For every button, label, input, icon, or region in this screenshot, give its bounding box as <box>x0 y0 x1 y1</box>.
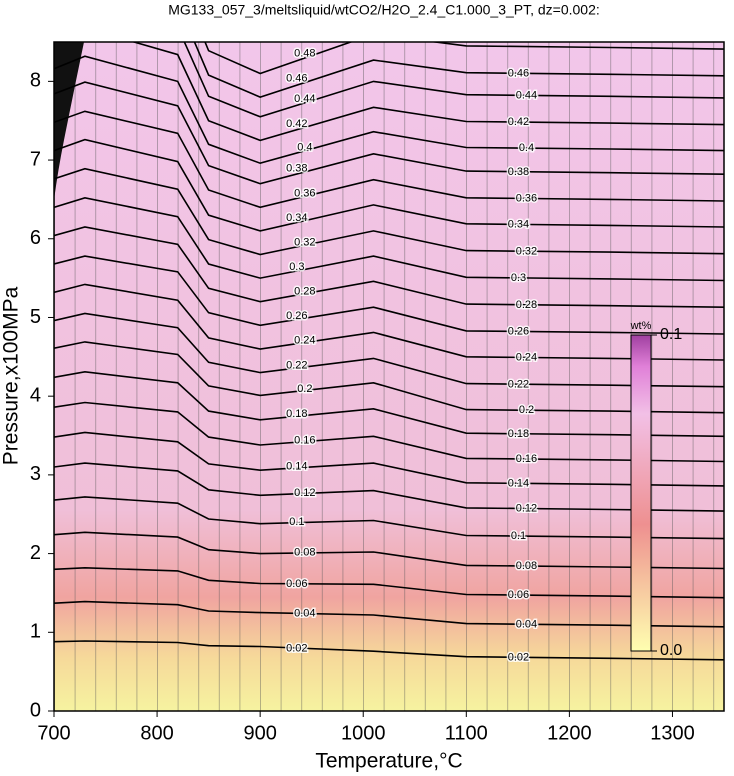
contour-label: 0.08 <box>294 547 315 559</box>
contour-line <box>54 401 724 463</box>
contour-line <box>54 600 724 628</box>
contour-label: 0.4 <box>519 142 534 154</box>
colorbar <box>630 334 652 652</box>
y-tick-label: 8 <box>30 70 41 92</box>
contour-line <box>54 110 724 209</box>
contour-label: 0.44 <box>294 93 315 105</box>
model-grid <box>54 42 724 711</box>
contour-label: 0.3 <box>511 272 526 284</box>
x-tick-label: 1000 <box>341 722 386 744</box>
contour-label: 0.12 <box>294 487 315 499</box>
x-tick-label: 700 <box>37 722 70 744</box>
contour-label: 0.04 <box>294 608 315 620</box>
colorbar-label: wt% <box>630 320 652 332</box>
contour-label: 0.42 <box>508 116 529 128</box>
contour-label: 0.48 <box>294 48 315 60</box>
contour-label: 0.26 <box>508 326 529 338</box>
chart-title: MG133_057_3/meltsliquid/wtCO2/H2O_2.4_C1… <box>168 2 600 18</box>
contour-label: 0.16 <box>516 453 537 465</box>
contour-line <box>54 431 724 487</box>
contour-line <box>54 341 724 414</box>
contour-line <box>54 138 724 232</box>
contour-line <box>54 55 724 165</box>
contour-label: 0.18 <box>286 408 307 420</box>
contour-line <box>54 255 724 335</box>
contour-line <box>54 640 724 661</box>
contour-line <box>54 312 724 388</box>
y-tick-label: 5 <box>30 306 41 328</box>
x-tick-label: 1100 <box>445 722 488 744</box>
contour-line <box>54 566 724 599</box>
contour-label: 0.02 <box>508 651 529 663</box>
contour-label: 0.38 <box>286 163 307 175</box>
contour-label: 0.14 <box>286 461 307 473</box>
x-tick-label: 900 <box>243 722 276 744</box>
contour-label: 0.24 <box>516 352 537 364</box>
contour-line <box>193 42 724 98</box>
contour-label: 0.22 <box>508 378 529 390</box>
contour-label: 0.2 <box>519 404 534 416</box>
contour-line <box>54 370 724 438</box>
contour-label: 0.32 <box>516 245 537 257</box>
contour-line <box>131 42 724 142</box>
y-tick-label: 0 <box>30 699 41 721</box>
contour-line <box>54 81 724 185</box>
contour-label: 0.36 <box>516 193 537 205</box>
contour-label: 0.36 <box>294 187 315 199</box>
contour-label: 0.28 <box>294 285 315 297</box>
contour-label: 0.2 <box>297 383 312 395</box>
y-axis-label: Pressure,x100MPa <box>0 286 23 465</box>
contour-label: 0.28 <box>516 299 537 311</box>
contour-label: 0.3 <box>289 261 304 273</box>
x-tick-label: 800 <box>140 722 173 744</box>
y-tick-label: 4 <box>30 384 41 406</box>
contour-label: 0.24 <box>294 335 315 347</box>
y-tick-label: 6 <box>30 227 41 249</box>
contour-label: 0.26 <box>286 310 307 322</box>
contour-label: 0.06 <box>508 589 529 601</box>
contour-label: 0.4 <box>297 141 312 153</box>
contour-label: 0.34 <box>286 212 307 224</box>
x-axis-label: Temperature,°C <box>315 750 462 773</box>
contour-line <box>183 42 724 118</box>
contour-label: 0.1 <box>511 530 526 542</box>
contour-label: 0.16 <box>294 435 315 447</box>
contour-label: 0.06 <box>286 578 307 590</box>
contour-label: 0.02 <box>286 643 307 655</box>
contour-label: 0.18 <box>508 428 529 440</box>
contour-line <box>54 496 724 540</box>
contour-label: 0.14 <box>508 477 529 489</box>
contour-label: 0.46 <box>508 67 529 79</box>
y-tick-label: 1 <box>30 621 41 643</box>
y-tick-label: 3 <box>30 463 41 485</box>
contour-label: 0.1 <box>289 516 304 528</box>
y-tick-label: 7 <box>30 148 41 170</box>
contour-label: 0.34 <box>508 219 529 231</box>
contour-label: 0.04 <box>516 618 537 630</box>
contour-line <box>54 531 724 570</box>
contour-label: 0.22 <box>286 359 307 371</box>
contour-line <box>54 462 724 512</box>
x-tick-label: 1300 <box>650 722 695 744</box>
colorbar-tick-label: 0.1 <box>660 326 682 343</box>
colorbar-tick-label: 0.0 <box>660 642 682 659</box>
plot-frame <box>53 41 725 712</box>
contour-line <box>54 196 724 282</box>
y-tick-label: 2 <box>30 542 41 564</box>
dense-contours <box>54 42 84 200</box>
contour-line <box>54 283 724 361</box>
contour-label: 0.38 <box>508 166 529 178</box>
contour-line <box>54 167 724 256</box>
contour-line <box>54 226 724 308</box>
x-tick-label: 1200 <box>547 722 592 744</box>
contour-label: 0.32 <box>294 237 315 249</box>
contour-label: 0.08 <box>516 560 537 572</box>
contour-label: 0.46 <box>286 73 307 85</box>
contour-label: 0.12 <box>516 503 537 515</box>
contour-label: 0.44 <box>516 89 537 101</box>
contour-label: 0.42 <box>286 118 307 130</box>
contour-line <box>204 42 724 75</box>
